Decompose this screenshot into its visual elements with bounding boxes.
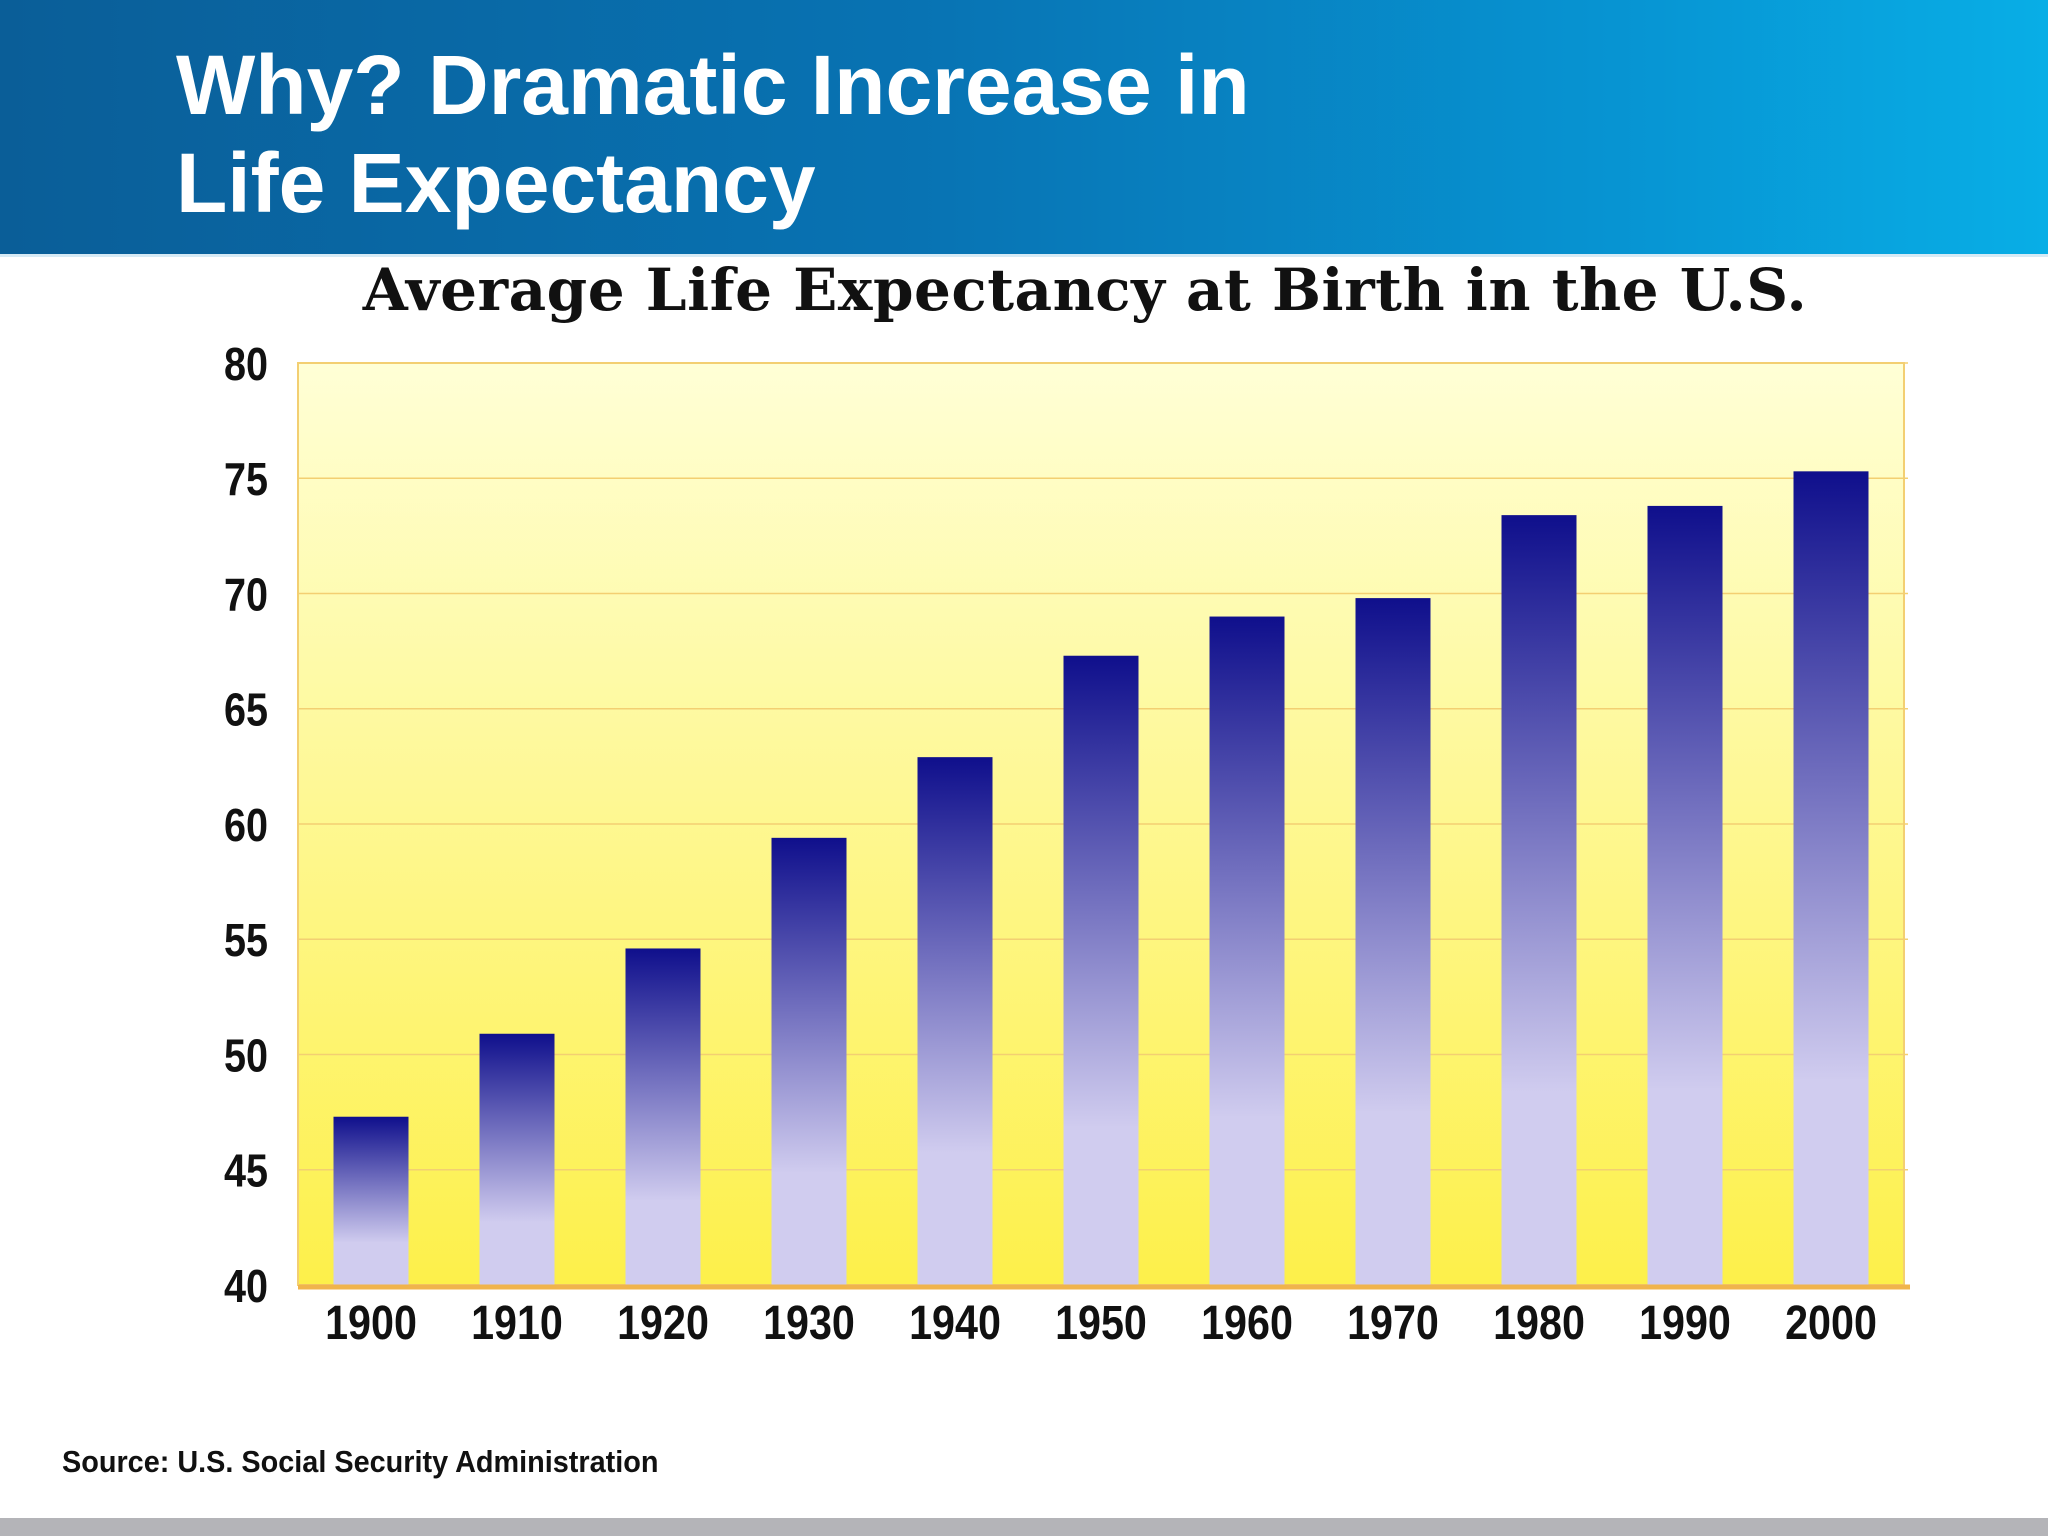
x-tick-label: 1980 xyxy=(1493,1296,1585,1350)
bar xyxy=(917,757,993,1285)
y-tick-label: 55 xyxy=(224,916,268,967)
bar xyxy=(333,1116,409,1285)
x-tick-label: 1960 xyxy=(1201,1296,1293,1350)
bar xyxy=(1209,616,1285,1285)
chart-title: Average Life Expectancy at Birth in the … xyxy=(362,256,1808,324)
slide-title-line-1: Why? Dramatic Increase in xyxy=(176,38,1250,132)
x-tick-label: 1950 xyxy=(1055,1296,1147,1350)
x-tick-label: 1910 xyxy=(471,1296,563,1350)
x-tick-label: 2000 xyxy=(1785,1296,1877,1350)
slide-header xyxy=(0,0,2048,256)
source-note: Source: U.S. Social Security Administrat… xyxy=(62,1444,659,1479)
footer-bar xyxy=(0,1518,2048,1536)
x-tick-label: 1990 xyxy=(1639,1296,1731,1350)
y-tick-label: 65 xyxy=(224,685,268,736)
x-tick-label: 1900 xyxy=(325,1296,417,1350)
bar xyxy=(479,1033,555,1285)
x-tick-label: 1930 xyxy=(763,1296,855,1350)
y-tick-label: 60 xyxy=(224,800,268,851)
x-tick-label: 1920 xyxy=(617,1296,709,1350)
y-tick-label: 40 xyxy=(224,1261,268,1312)
bar xyxy=(1355,598,1431,1285)
y-tick-label: 80 xyxy=(224,339,268,390)
bar xyxy=(1501,515,1577,1285)
y-tick-label: 50 xyxy=(224,1031,268,1082)
bar xyxy=(1647,505,1723,1285)
x-tick-label: 1970 xyxy=(1347,1296,1439,1350)
bar xyxy=(1793,471,1869,1286)
y-tick-label: 45 xyxy=(224,1146,268,1197)
bar xyxy=(1063,655,1139,1285)
y-tick-label: 75 xyxy=(224,455,268,506)
header-divider xyxy=(0,254,2048,257)
bar xyxy=(625,948,701,1285)
slide-title: Why? Dramatic Increase in Life Expectanc… xyxy=(176,36,1250,232)
bar xyxy=(771,837,847,1285)
y-tick-label: 70 xyxy=(224,570,268,621)
x-tick-label: 1940 xyxy=(909,1296,1001,1350)
slide-title-line-2: Life Expectancy xyxy=(176,136,816,230)
